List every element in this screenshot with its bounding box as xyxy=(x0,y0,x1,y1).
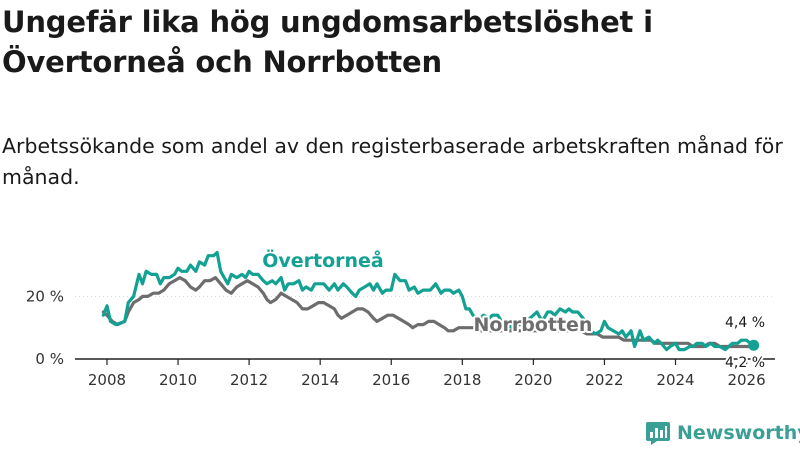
x-tick-label: 2026 xyxy=(727,371,765,389)
x-tick-label: 2016 xyxy=(372,371,410,389)
y-tick-label: 20 % xyxy=(26,287,64,305)
end-value-overtornea: 4,4 % xyxy=(725,315,765,331)
x-tick-label: 2020 xyxy=(514,371,552,389)
series-labels: Övertorneå Norrbotten 4,4 % 4,2 % xyxy=(260,246,767,373)
series-label-norrbotten: Norrbotten xyxy=(474,314,593,336)
end-point-overtornea xyxy=(748,339,760,351)
newsworthy-logo-icon xyxy=(646,422,670,445)
x-tick-label: 2018 xyxy=(443,371,481,389)
x-tick-label: 2008 xyxy=(88,371,126,389)
series-line-overtornea xyxy=(101,250,756,352)
x-tick-label: 2014 xyxy=(301,371,339,389)
x-tick-label: 2022 xyxy=(585,371,623,389)
series-lines xyxy=(101,250,760,352)
x-axis-ticks: 2008 2010 2012 2014 2016 2018 2020 2022 2024 2026 xyxy=(88,359,766,389)
series-label-overtornea: Övertorneå xyxy=(262,248,384,272)
series-line-norrbotten xyxy=(101,276,756,349)
end-value-norrbotten: 4,2 % xyxy=(725,355,765,371)
x-tick-label: 2010 xyxy=(159,371,197,389)
chart-title: Ungefär lika hög ungdomsarbetslöshet i Ö… xyxy=(2,5,653,79)
x-tick-label: 2012 xyxy=(230,371,268,389)
y-tick-label: 0 % xyxy=(35,350,64,368)
y-axis-ticks: 0 % 20 % xyxy=(26,287,64,368)
newsworthy-logo: Newsworthy xyxy=(645,419,800,447)
x-tick-label: 2024 xyxy=(656,371,694,389)
brand-name: Newsworthy xyxy=(677,422,800,444)
chart-subtitle: Arbetssökande som andel av den registerb… xyxy=(2,134,783,189)
